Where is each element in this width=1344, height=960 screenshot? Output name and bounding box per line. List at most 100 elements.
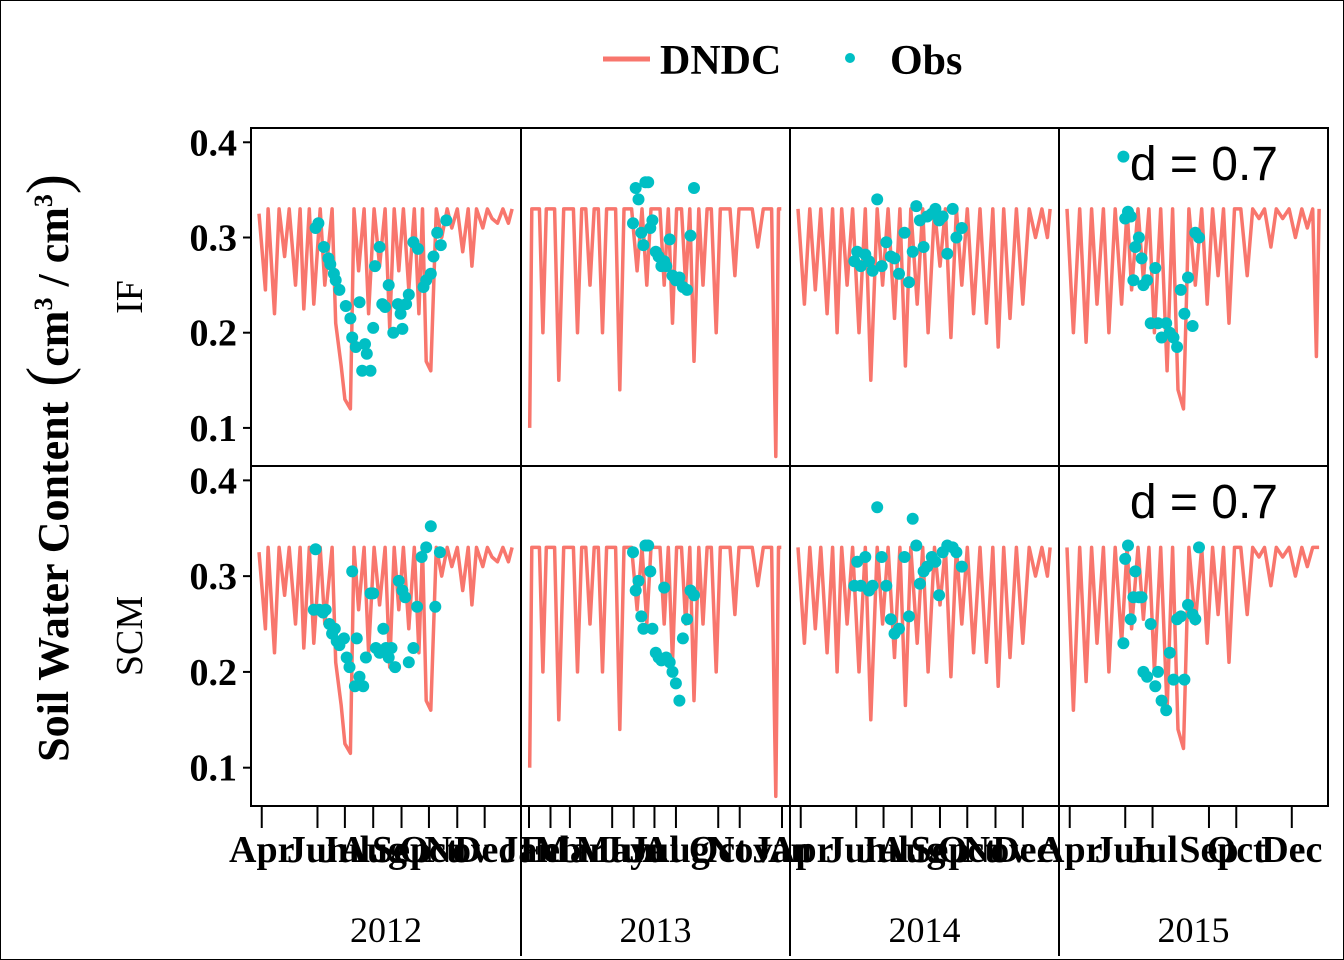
obs-point (929, 555, 942, 568)
obs-point (635, 610, 648, 623)
obs-point (642, 539, 655, 552)
obs-point (1119, 552, 1132, 565)
obs-point (1141, 274, 1154, 287)
x-tick-label: Aug (642, 829, 710, 871)
y-axis-title-text: Soil Water Content (29, 401, 78, 762)
obs-point (663, 656, 676, 669)
obs-point (309, 543, 322, 556)
x-tick-label: Sep (910, 829, 969, 871)
obs-point (637, 239, 650, 252)
year-label: 2014 (889, 910, 961, 950)
obs-point (913, 577, 926, 590)
obs-point (1174, 610, 1187, 623)
obs-point (402, 656, 415, 669)
obs-point (1167, 673, 1180, 686)
obs-point (360, 347, 373, 360)
obs-point (936, 210, 949, 223)
x-tick-label: Jan (499, 829, 558, 871)
obs-point (888, 252, 901, 265)
obs-point (1152, 665, 1164, 678)
obs-point (910, 539, 923, 552)
obs-point (429, 600, 442, 613)
obs-point (1149, 680, 1162, 693)
obs-point (377, 622, 390, 635)
obs-point (431, 226, 444, 239)
obs-point (1141, 670, 1154, 683)
y-tick-label: 0.2 (190, 313, 238, 355)
obs-point (338, 632, 350, 645)
obs-point (1171, 341, 1184, 353)
obs-point (412, 242, 424, 255)
obs-point (340, 651, 353, 664)
obs-point (673, 694, 686, 707)
dndc-line (796, 545, 1052, 722)
obs-point (627, 217, 639, 230)
obs-point (373, 241, 386, 253)
obs-point (1144, 618, 1157, 630)
obs-point (1167, 331, 1180, 344)
obs-point (440, 214, 453, 227)
obs-point (893, 267, 905, 280)
obs-point (946, 202, 959, 215)
obs-point (950, 546, 963, 559)
x-tick-label: Sep (1179, 829, 1238, 871)
obs-point (1163, 646, 1176, 659)
obs-point (632, 574, 645, 587)
obs-point (684, 229, 697, 242)
year-label: 2015 (1158, 910, 1230, 950)
obs-point (346, 331, 359, 344)
x-tick-label: Jul (858, 829, 909, 871)
obs-point (871, 501, 884, 514)
y-tick-label: 0.3 (190, 217, 238, 259)
obs-point (1124, 210, 1137, 223)
obs-point (424, 267, 437, 280)
obs-point (353, 296, 366, 309)
row-label: SCM (109, 596, 151, 676)
x-tick-label: Jul (320, 829, 371, 871)
obs-point (1178, 307, 1191, 320)
obs-point (681, 283, 693, 296)
obs-point (627, 546, 639, 559)
obs-point (385, 642, 398, 654)
obs-point (676, 632, 689, 645)
obs-point (871, 193, 884, 206)
obs-point (658, 581, 671, 594)
obs-point (328, 622, 341, 635)
obs-point (646, 214, 659, 227)
x-tick-label: Jan (752, 829, 811, 871)
annotation-d: d = 0.7 (1130, 138, 1278, 191)
obs-point (1152, 317, 1164, 330)
obs-point (1160, 704, 1173, 717)
x-tick-label: May (575, 829, 649, 871)
obs-point (1193, 231, 1205, 244)
obs-point (359, 651, 372, 664)
obs-point (389, 661, 402, 674)
obs-point (415, 551, 428, 563)
x-tick-label: Nov (707, 829, 772, 871)
obs-point (903, 610, 915, 623)
obs-point (411, 600, 424, 613)
x-tick-label: Jul (1127, 829, 1178, 871)
dndc-line (1065, 207, 1321, 411)
obs-point (420, 541, 433, 554)
obs-point (644, 565, 657, 578)
obs-point (369, 260, 381, 273)
obs-point (434, 239, 447, 252)
obs-point (875, 260, 888, 273)
row-label: IF (109, 280, 151, 314)
x-tick-label: Apr (1037, 829, 1103, 871)
obs-point (663, 233, 676, 246)
x-tick-label: Apr (229, 829, 295, 871)
obs-point (1135, 252, 1148, 265)
obs-point (329, 274, 342, 287)
obs-point (353, 670, 366, 683)
x-tick-label: Sep (372, 829, 431, 871)
y-axis-unit-exp-2: 3 (29, 194, 58, 207)
obs-point (1193, 541, 1205, 554)
obs-point (1149, 262, 1162, 274)
obs-point (1124, 613, 1137, 626)
obs-point (1127, 274, 1140, 287)
obs-point (660, 260, 673, 273)
dndc-line (527, 207, 782, 459)
obs-point (893, 622, 905, 635)
